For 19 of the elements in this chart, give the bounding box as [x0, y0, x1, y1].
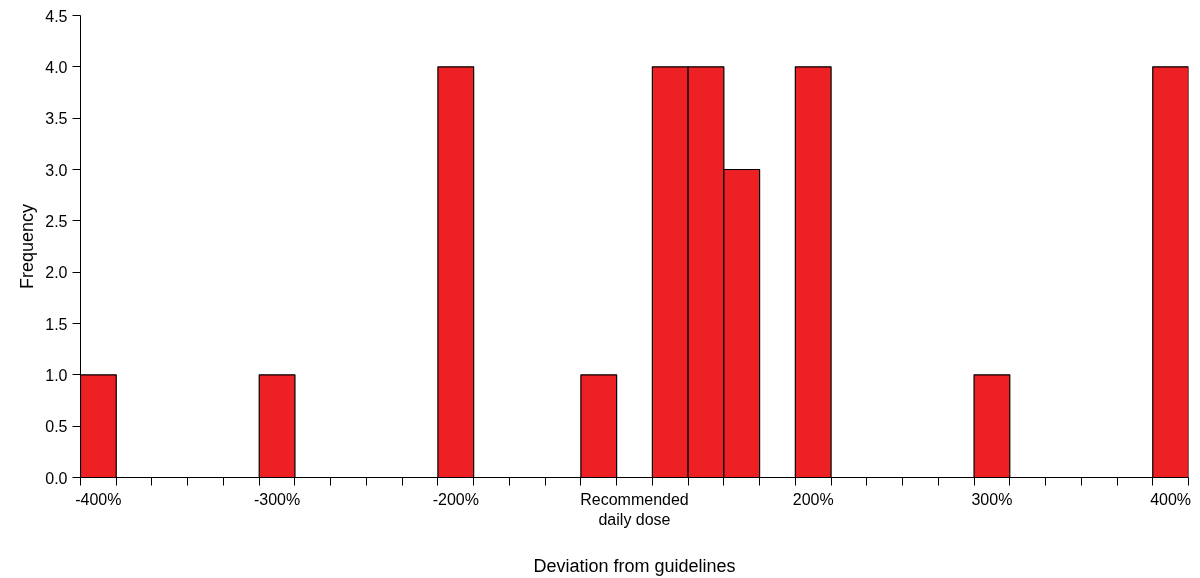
y-tick-label: 4.5	[45, 7, 68, 25]
y-tick-label: 1.5	[45, 315, 68, 333]
y-tick-label: 1.0	[45, 366, 68, 384]
y-tick-label: 4.0	[45, 58, 68, 76]
y-tick-label: 3.5	[45, 110, 68, 128]
x-tick-label: 200%	[792, 490, 834, 508]
x-tick-label: Recommended daily dose	[580, 490, 689, 528]
x-tick-label: -400%	[75, 490, 122, 508]
y-tick-label: 3.0	[45, 161, 68, 179]
x-tick-label: -300%	[253, 490, 301, 508]
x-tick-label: -200%	[432, 490, 479, 508]
y-axis-title: Frequency	[17, 203, 38, 290]
x-axis-title: Deviation from guidelines	[533, 555, 736, 576]
y-tick-label: 2.0	[45, 264, 68, 282]
y-tick-label: 0.0	[45, 469, 68, 487]
y-tick-label: 2.5	[45, 212, 68, 230]
x-tick-label: 300%	[971, 490, 1013, 508]
y-tick-label: 0.5	[45, 418, 68, 436]
x-tick-label: 400%	[1150, 490, 1192, 508]
